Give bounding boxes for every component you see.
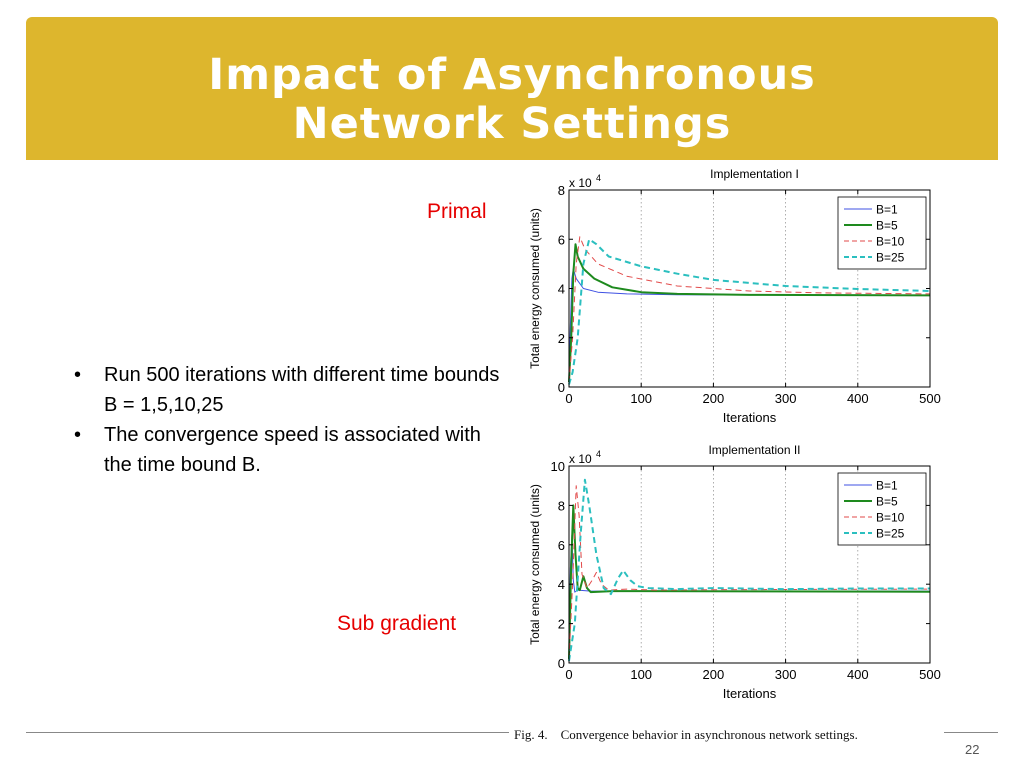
c2-x-axis-label: Iterations xyxy=(723,686,777,701)
subgradient-label: Sub gradient xyxy=(337,612,457,635)
c2-x-tick-label-200: 200 xyxy=(703,667,725,682)
c2-x-tick-label-300: 300 xyxy=(775,667,797,682)
c2-y-tick-label-4: 4 xyxy=(558,577,565,592)
c2-plot-frame xyxy=(568,465,931,664)
c1-x-axis-label: Iterations xyxy=(723,410,777,425)
c1-y-tick-label-6: 6 xyxy=(558,232,565,247)
c2-x-tick-label-500: 500 xyxy=(919,667,941,682)
figure-caption: Fig. 4. Convergence behavior in asynchro… xyxy=(514,727,858,742)
c2-x-tick-label-100: 100 xyxy=(630,667,652,682)
bullet-item-2: The convergence speed is associated with… xyxy=(70,420,500,480)
c1-y-tick-label-2: 2 xyxy=(558,331,565,346)
slide-title-line-2: Network Settings xyxy=(292,99,732,150)
c1-y-axis-label: Total energy consumed (units) xyxy=(528,208,542,369)
c2-y-tick-label-6: 6 xyxy=(558,538,565,553)
c1-series-line-1 xyxy=(568,243,931,383)
c1-chart-title: Implementation I xyxy=(710,167,799,181)
c1-legend-label-1: B=5 xyxy=(876,219,898,233)
c2-series-line-3 xyxy=(568,478,930,662)
slide-title-line-1: Impact of Asynchronous xyxy=(208,50,816,100)
c2-axis-multiplier: x 10 xyxy=(569,452,592,466)
c2-x-tick-label-0: 0 xyxy=(565,667,572,682)
c1-x-tick-label-0: 0 xyxy=(565,391,572,406)
c1-legend-label-3: B=25 xyxy=(876,251,905,265)
c1-legend-label-0: B=1 xyxy=(876,203,898,217)
c2-x-tick-label-400: 400 xyxy=(847,667,869,682)
c1-axis-multiplier-exponent: 4 xyxy=(596,173,601,183)
c2-y-tick-label-2: 2 xyxy=(558,617,565,632)
bullet-item-1: Run 500 iterations with different time b… xyxy=(70,360,500,420)
c1-x-tick-label-400: 400 xyxy=(847,391,869,406)
c2-y-axis-label: Total energy consumed (units) xyxy=(528,484,542,645)
c1-y-tick-label-8: 8 xyxy=(558,183,565,198)
c1-legend-label-2: B=10 xyxy=(876,235,905,249)
c2-y-tick-label-10: 10 xyxy=(551,459,565,474)
c2-legend-label-2: B=10 xyxy=(876,511,905,525)
c1-axis-multiplier: x 10 xyxy=(569,176,592,190)
slide-title: Impact of Asynchronous Network Settings xyxy=(26,50,998,150)
chart-implementation-1: 0 100 200 300 400 500 0 2 4 6 8 Implementation I Ite… xyxy=(528,167,941,425)
c2-y-tick-label-0: 0 xyxy=(558,656,565,671)
c1-y-tick-label-4: 4 xyxy=(558,282,565,297)
c2-legend-label-1: B=5 xyxy=(876,495,898,509)
c2-axis-multiplier-exponent: 4 xyxy=(596,449,601,459)
c2-y-tick-label-8: 8 xyxy=(558,498,565,513)
c2-series-line-1 xyxy=(568,504,931,660)
footer-rule-right xyxy=(944,732,998,733)
c1-x-tick-label-200: 200 xyxy=(703,391,725,406)
c2-legend-label-0: B=1 xyxy=(876,479,898,493)
c1-y-tick-label-0: 0 xyxy=(558,380,565,395)
primal-label: Primal xyxy=(427,200,487,223)
c1-x-tick-label-500: 500 xyxy=(919,391,941,406)
c1-series-line-2 xyxy=(568,236,931,383)
footer-rule-left xyxy=(26,732,509,733)
title-bar: Impact of Asynchronous Network Settings xyxy=(26,17,998,160)
c2-chart-title: Implementation II xyxy=(708,443,800,457)
c1-series-line-3 xyxy=(568,238,931,385)
chart-implementation-2: 0 100 200 300 400 500 0 2 4 6 8 10 Implementation II… xyxy=(528,443,941,701)
c2-legend-label-3: B=25 xyxy=(876,527,905,541)
c1-x-tick-label-300: 300 xyxy=(775,391,797,406)
c1-x-tick-label-100: 100 xyxy=(630,391,652,406)
page-number: 22 xyxy=(965,742,980,757)
bullet-list: Run 500 iterations with different time b… xyxy=(70,360,500,480)
c2-series-line-2 xyxy=(568,485,931,660)
